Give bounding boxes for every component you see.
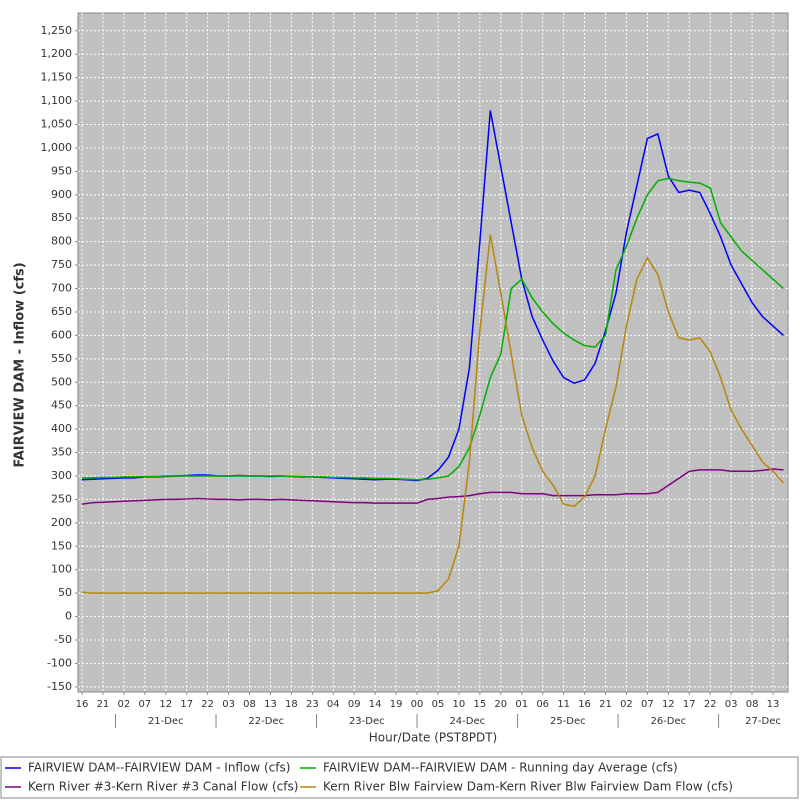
y-axis-title: FAIRVIEW DAM - Inflow (cfs) <box>13 262 28 467</box>
x-tick-label: 03 <box>222 699 235 710</box>
x-tick-label: 22 <box>704 699 717 710</box>
x-tick-label: 13 <box>264 699 277 710</box>
legend-label: FAIRVIEW DAM--FAIRVIEW DAM - Running day… <box>323 761 678 775</box>
x-tick-label: 20 <box>494 699 507 710</box>
x-date-label: 23-Dec <box>349 716 385 727</box>
y-tick-label: -150 <box>47 680 72 693</box>
plot-area <box>77 12 789 693</box>
y-tick-label: 350 <box>51 446 72 459</box>
x-tick-label: 00 <box>411 699 424 710</box>
y-tick-label: -50 <box>54 633 72 646</box>
y-tick-label: 1,250 <box>41 24 73 37</box>
x-tick-label: 03 <box>725 699 738 710</box>
x-date-label: 26-Dec <box>650 716 686 727</box>
x-tick-label: 12 <box>159 699 172 710</box>
x-tick-label: 12 <box>662 699 675 710</box>
legend <box>0 756 799 799</box>
y-tick-label: 50 <box>58 586 72 599</box>
y-tick-label: 700 <box>51 282 72 295</box>
x-tick-label: 16 <box>76 699 89 710</box>
x-tick-label: 17 <box>180 699 193 710</box>
y-tick-label: 450 <box>51 399 72 412</box>
x-tick-label: 04 <box>327 699 340 710</box>
x-tick-label: 19 <box>390 699 403 710</box>
y-tick-label: 650 <box>51 305 72 318</box>
x-date-label: 24-Dec <box>449 716 485 727</box>
y-tick-label: 1,100 <box>41 94 73 107</box>
x-tick-label: 21 <box>97 699 110 710</box>
y-tick-label: 1,000 <box>41 141 73 154</box>
x-axis-title: Hour/Date (PST8PDT) <box>369 731 497 745</box>
y-tick-label: 0 <box>65 610 72 623</box>
y-tick-label: 400 <box>51 422 72 435</box>
x-tick-label: 06 <box>536 699 549 710</box>
x-tick-label: 13 <box>767 699 780 710</box>
legend-label: Kern River #3-Kern River #3 Canal Flow (… <box>28 780 298 794</box>
x-tick-label: 10 <box>453 699 466 710</box>
x-tick-label: 16 <box>578 699 591 710</box>
x-tick-label: 05 <box>432 699 445 710</box>
x-tick-label: 02 <box>620 699 633 710</box>
y-tick-label: 200 <box>51 516 72 529</box>
x-tick-label: 08 <box>243 699 256 710</box>
y-tick-label: -100 <box>47 656 72 669</box>
y-tick-label: 800 <box>51 235 72 248</box>
y-tick-label: 1,150 <box>41 71 73 84</box>
series-line <box>81 234 785 594</box>
y-tick-label: 500 <box>51 375 72 388</box>
x-tick-label: 17 <box>683 699 696 710</box>
y-tick-label: 100 <box>51 563 72 576</box>
series-line <box>81 110 784 482</box>
x-tick-label: 21 <box>599 699 612 710</box>
x-date-label: 22-Dec <box>248 716 284 727</box>
y-tick-label: 1,200 <box>41 47 73 60</box>
legend-label: Kern River Blw Fairview Dam-Kern River B… <box>323 780 733 794</box>
y-tick-label: 750 <box>51 258 72 271</box>
y-tick-label: 300 <box>51 469 72 482</box>
x-tick-label: 01 <box>515 699 528 710</box>
x-tick-label: 07 <box>138 699 151 710</box>
series-line <box>82 177 784 481</box>
x-tick-label: 09 <box>348 699 361 710</box>
y-tick-label: 900 <box>51 188 72 201</box>
legend-label: FAIRVIEW DAM--FAIRVIEW DAM - Inflow (cfs… <box>28 761 290 775</box>
x-tick-label: 11 <box>557 699 570 710</box>
y-tick-label: 250 <box>51 492 72 505</box>
x-tick-label: 14 <box>369 699 382 710</box>
y-tick-label: 150 <box>51 539 72 552</box>
x-date-label: 21-Dec <box>148 716 184 727</box>
x-tick-label: 15 <box>473 699 486 710</box>
y-tick-label: 550 <box>51 352 72 365</box>
x-date-label: 27-Dec <box>745 716 781 727</box>
series-line <box>81 468 784 505</box>
x-tick-label: 18 <box>285 699 298 710</box>
y-tick-label: 950 <box>51 164 72 177</box>
x-date-label: 25-Dec <box>550 716 586 727</box>
x-tick-label: 23 <box>306 699 319 710</box>
x-tick-label: 08 <box>746 699 759 710</box>
x-tick-label: 22 <box>201 699 214 710</box>
x-tick-label: 07 <box>641 699 654 710</box>
y-tick-label: 1,050 <box>41 118 73 131</box>
x-tick-label: 02 <box>118 699 131 710</box>
y-tick-label: 850 <box>51 211 72 224</box>
y-tick-label: 600 <box>51 328 72 341</box>
